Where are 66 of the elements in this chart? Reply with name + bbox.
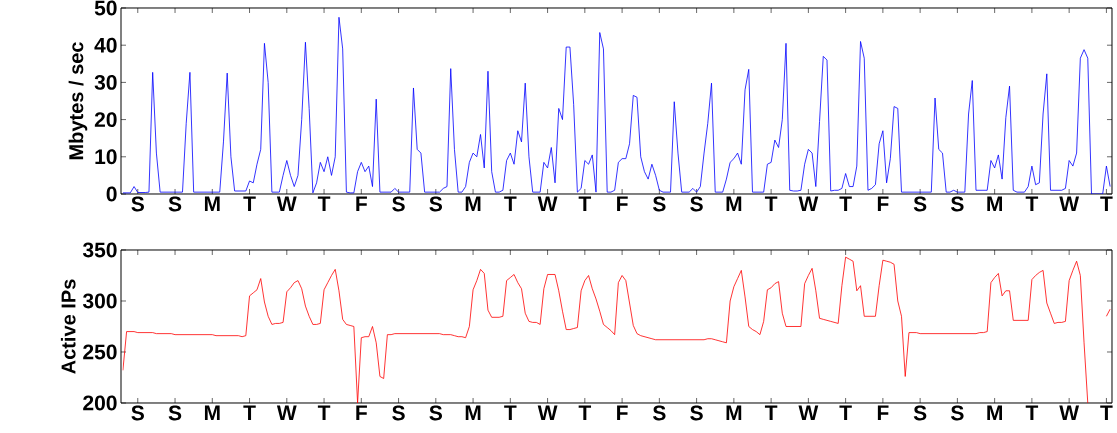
x-tick-label: F (877, 196, 889, 211)
x-tick-label: T (317, 196, 331, 211)
x-tick-label: M (726, 196, 742, 211)
y-tick-label: 20 (94, 112, 117, 128)
x-tick-label: F (617, 196, 628, 211)
x-tick-label: M (465, 196, 481, 211)
x-tick-label: W (276, 196, 297, 211)
x-tick-label: W (276, 405, 297, 420)
x-tick-label: W (1059, 405, 1080, 420)
x-tick-label: M (726, 405, 742, 420)
x-tick-label: T (764, 196, 778, 211)
x-tick-label: S (168, 405, 182, 421)
x-tick-label: F (356, 196, 367, 211)
x-tick-label: T (1025, 196, 1039, 211)
x-tick-label: S (951, 196, 964, 212)
y-tick-label: 250 (83, 344, 117, 360)
x-tick-label: M (465, 405, 481, 420)
x-tick-label: S (652, 405, 666, 421)
x-tick-label: M (987, 196, 1002, 211)
x-tick-label: W (798, 405, 819, 420)
x-tick-label: S (951, 405, 964, 421)
y-axis-title: Active IPs (60, 279, 76, 374)
y-tick-label: 50 (94, 0, 117, 16)
y-tick-label: 40 (94, 37, 117, 53)
y-tick-label: 0 (106, 186, 117, 202)
x-tick-label: S (168, 196, 182, 212)
x-tick-label: S (131, 405, 144, 421)
x-tick-label: T (317, 405, 331, 420)
y-tick-label: 30 (94, 74, 117, 90)
x-tick-label: W (798, 196, 819, 211)
x-tick-label: S (429, 196, 442, 212)
x-tick-label: S (392, 405, 405, 421)
y-tick-label: 300 (82, 293, 117, 309)
x-tick-label: S (429, 405, 442, 421)
x-tick-label: T (504, 196, 517, 211)
x-tick-label: W (1059, 196, 1080, 211)
x-tick-label: T (504, 405, 517, 420)
y-tick-label: 350 (82, 242, 117, 258)
x-tick-label: F (877, 405, 889, 420)
x-tick-label: S (131, 196, 144, 212)
x-tick-label: T (578, 196, 592, 211)
x-tick-label: W (537, 196, 558, 211)
y-tick-label: 10 (95, 149, 117, 165)
y-axis-title: Mbytes / sec (68, 42, 88, 160)
x-tick-label: T (1025, 405, 1039, 420)
x-tick-label: S (913, 196, 927, 212)
x-tick-label: T (243, 196, 256, 211)
x-tick-label: T (578, 405, 592, 420)
y-tick-label: 200 (83, 395, 117, 411)
x-tick-label: T (764, 405, 778, 420)
x-tick-label: M (204, 196, 220, 211)
x-tick-label: T (1100, 405, 1113, 420)
x-tick-label: S (690, 405, 703, 421)
x-tick-label: F (356, 405, 367, 420)
x-tick-label: F (617, 405, 628, 420)
x-tick-label: S (913, 405, 927, 421)
x-tick-label: T (839, 405, 852, 420)
x-tick-label: S (652, 196, 666, 212)
x-tick-label: M (987, 405, 1002, 420)
x-tick-label: T (1100, 196, 1113, 211)
x-tick-label: W (537, 405, 558, 420)
x-tick-label: T (839, 196, 852, 211)
x-tick-label: S (392, 196, 405, 212)
x-tick-label: T (243, 405, 256, 420)
x-tick-label: M (204, 405, 220, 420)
x-tick-label: S (690, 196, 703, 212)
